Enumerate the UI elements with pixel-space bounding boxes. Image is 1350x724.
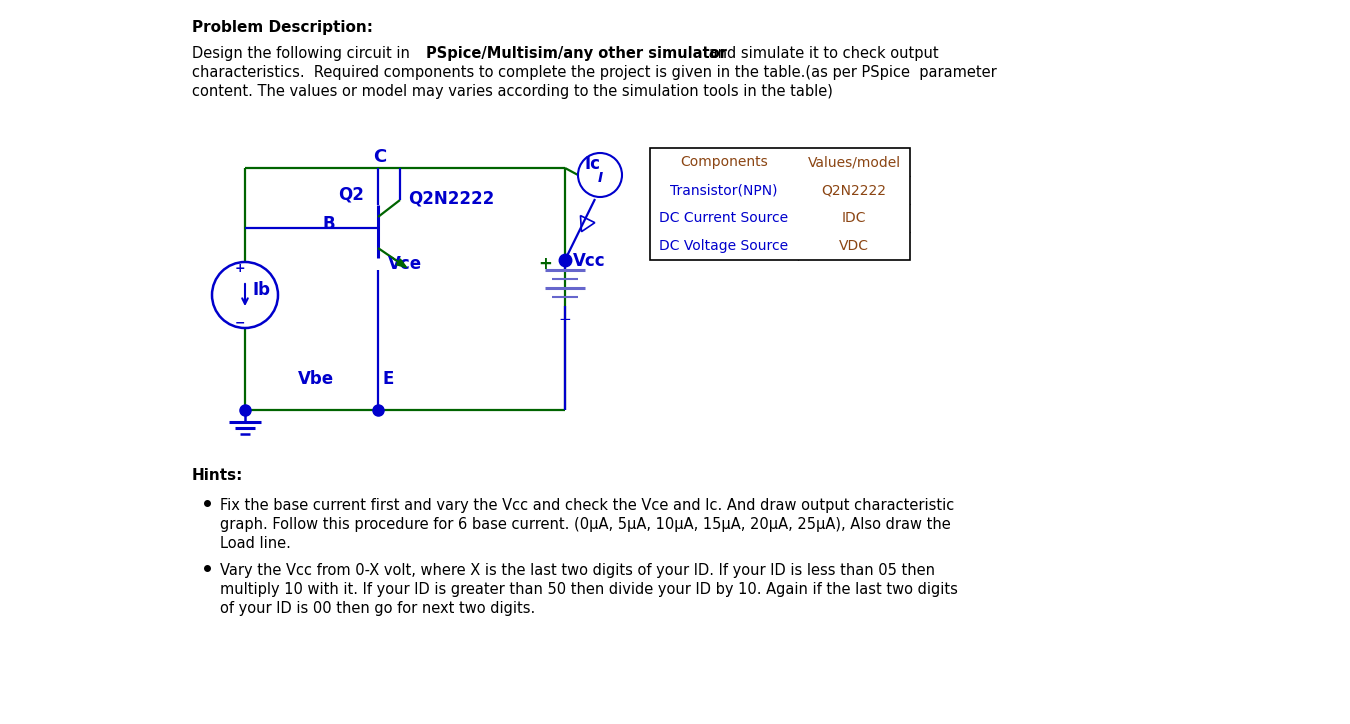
Text: −: − <box>559 313 571 327</box>
Text: Fix the base current first and vary the Vcc and check the Vce and Ic. And draw o: Fix the base current first and vary the … <box>220 498 954 513</box>
Text: +: + <box>539 255 552 273</box>
Text: of your ID is 00 then go for next two digits.: of your ID is 00 then go for next two di… <box>220 601 535 616</box>
Text: Ib: Ib <box>252 281 271 299</box>
Text: multiply 10 with it. If your ID is greater than 50 then divide your ID by 10. Ag: multiply 10 with it. If your ID is great… <box>220 582 958 597</box>
Text: Q2: Q2 <box>338 185 364 203</box>
Text: DC Current Source: DC Current Source <box>659 211 788 225</box>
Text: Q2N2222: Q2N2222 <box>822 183 887 197</box>
Text: and simulate it to check output: and simulate it to check output <box>703 46 938 61</box>
Text: +: + <box>235 263 246 276</box>
Text: content. The values or model may varies according to the simulation tools in the: content. The values or model may varies … <box>192 84 833 99</box>
Text: Transistor(NPN): Transistor(NPN) <box>670 183 778 197</box>
Text: I: I <box>598 171 602 185</box>
Text: C: C <box>374 148 386 166</box>
Text: −: − <box>235 316 246 329</box>
Text: IDC: IDC <box>842 211 867 225</box>
FancyArrow shape <box>390 256 406 267</box>
Bar <box>649 148 910 260</box>
Text: Load line.: Load line. <box>220 536 290 551</box>
Text: Vbe: Vbe <box>298 370 335 388</box>
Text: Vcc: Vcc <box>572 252 606 270</box>
Text: VDC: VDC <box>838 239 869 253</box>
Text: PSpice/Multisim/any other simulator: PSpice/Multisim/any other simulator <box>427 46 726 61</box>
Text: Components: Components <box>680 155 768 169</box>
Text: Problem Description:: Problem Description: <box>192 20 373 35</box>
Text: Design the following circuit in: Design the following circuit in <box>192 46 414 61</box>
Text: Hints:: Hints: <box>192 468 243 483</box>
Text: Ic: Ic <box>585 155 601 173</box>
Text: graph. Follow this procedure for 6 base current. (0μA, 5μA, 10μA, 15μA, 20μA, 25: graph. Follow this procedure for 6 base … <box>220 517 950 532</box>
Text: E: E <box>383 370 394 388</box>
Text: Values/model: Values/model <box>807 155 900 169</box>
Text: DC Voltage Source: DC Voltage Source <box>659 239 788 253</box>
Text: Q2N2222: Q2N2222 <box>408 190 494 208</box>
Text: B: B <box>323 215 336 233</box>
Text: Vce: Vce <box>387 255 423 273</box>
Text: characteristics.  Required components to complete the project is given in the ta: characteristics. Required components to … <box>192 65 996 80</box>
Text: Vary the Vcc from 0-X volt, where X is the last two digits of your ID. If your I: Vary the Vcc from 0-X volt, where X is t… <box>220 563 936 578</box>
